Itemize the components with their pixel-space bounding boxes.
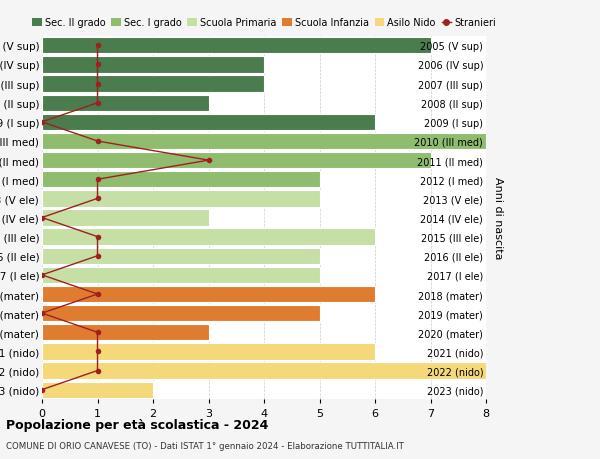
Bar <box>42 134 486 150</box>
Text: Popolazione per età scolastica - 2024: Popolazione per età scolastica - 2024 <box>6 418 268 431</box>
Legend: Sec. II grado, Sec. I grado, Scuola Primaria, Scuola Infanzia, Asilo Nido, Stran: Sec. II grado, Sec. I grado, Scuola Prim… <box>32 18 496 28</box>
Bar <box>42 286 375 302</box>
Bar <box>42 343 375 360</box>
Bar <box>42 210 209 226</box>
Bar <box>42 191 320 207</box>
Bar <box>42 267 320 283</box>
Bar <box>42 325 209 341</box>
Text: COMUNE DI ORIO CANAVESE (TO) - Dati ISTAT 1° gennaio 2024 - Elaborazione TUTTITA: COMUNE DI ORIO CANAVESE (TO) - Dati ISTA… <box>6 441 404 450</box>
Bar <box>42 57 264 73</box>
Bar <box>42 363 486 379</box>
Bar <box>42 305 320 322</box>
Bar <box>42 38 431 54</box>
Bar <box>42 95 209 112</box>
Bar <box>42 172 320 188</box>
Y-axis label: Anni di nascita: Anni di nascita <box>493 177 503 259</box>
Bar <box>42 76 264 93</box>
Bar <box>42 248 320 264</box>
Bar <box>42 382 153 398</box>
Bar <box>42 153 431 169</box>
Bar <box>42 114 375 131</box>
Bar <box>42 229 375 245</box>
